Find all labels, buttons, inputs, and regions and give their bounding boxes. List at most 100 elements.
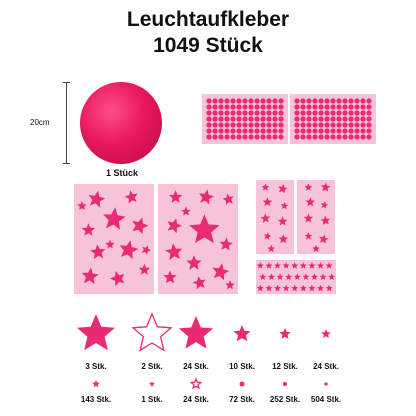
large-star-icon xyxy=(74,312,118,356)
dot-shape xyxy=(283,382,287,386)
star-shape xyxy=(320,201,329,209)
star-shape xyxy=(276,273,284,280)
star-shape xyxy=(233,325,251,342)
dimension-cap-bottom xyxy=(63,163,70,164)
legend-count-label: 2 Stk. xyxy=(141,362,163,371)
star-shape xyxy=(308,284,316,292)
small-star-sheet-2 xyxy=(297,180,335,254)
page-title-line2: 1049 Stück xyxy=(153,34,263,57)
star-shape xyxy=(325,284,333,292)
moon-count-label: 1 Stück xyxy=(105,168,138,178)
star-shape xyxy=(299,284,307,292)
star-shape xyxy=(256,284,264,292)
star-shape xyxy=(317,284,324,292)
legend-count-label: 12 Stk. xyxy=(272,362,298,371)
star-shape xyxy=(319,273,327,280)
star-shape xyxy=(311,273,318,280)
star-shape xyxy=(268,273,275,280)
small-star-icon xyxy=(74,362,118,406)
star-shape xyxy=(293,273,301,280)
star-shape xyxy=(325,262,333,269)
star-shape xyxy=(303,213,314,223)
star-shape xyxy=(262,197,273,207)
small-star-icon xyxy=(220,312,264,356)
star-shape xyxy=(265,262,273,269)
legend-count-label: 143 Stk. xyxy=(80,395,112,404)
dot-sheet-right xyxy=(290,94,376,144)
star-shape xyxy=(189,377,203,390)
legend-count-label: 252 Stk. xyxy=(269,395,301,404)
star-shape xyxy=(163,270,177,284)
star-shape xyxy=(328,273,336,280)
legend-count-label: 24 Stk. xyxy=(313,362,339,371)
dot-icon xyxy=(263,362,307,406)
star-shape xyxy=(274,262,281,269)
star-shape xyxy=(178,316,214,349)
star-shape xyxy=(320,182,331,192)
small-star-sheet-3 xyxy=(256,260,336,294)
star-shape xyxy=(263,232,272,240)
star-shape xyxy=(259,273,267,280)
legend-count-label: 3 Stk. xyxy=(85,362,107,371)
star-shape xyxy=(141,245,151,255)
star-shape xyxy=(222,193,234,205)
page-title-line1: Leuchtaufkleber xyxy=(126,8,290,31)
star-shape xyxy=(321,329,331,338)
medium-star-icon xyxy=(174,312,218,356)
star-shape xyxy=(282,262,290,269)
star-shape xyxy=(278,234,289,244)
star-shape xyxy=(305,197,316,207)
star-shape xyxy=(168,190,183,203)
star-shape xyxy=(312,244,320,253)
star-shape xyxy=(285,273,293,280)
star-shape xyxy=(90,244,106,260)
star-shape xyxy=(320,215,331,225)
star-shape xyxy=(278,184,288,194)
star-shape xyxy=(103,207,126,230)
outline-star-icon xyxy=(174,362,218,406)
star-shape xyxy=(319,234,329,244)
star-shape xyxy=(279,328,291,339)
star-shape xyxy=(280,201,289,210)
star-shape xyxy=(189,214,220,244)
star-shape xyxy=(165,243,183,260)
tiny-star-icon xyxy=(304,312,348,356)
star-shape xyxy=(124,190,138,204)
star-shape xyxy=(212,263,230,281)
star-shape xyxy=(261,183,270,191)
dot-shape xyxy=(239,381,245,387)
star-shape xyxy=(317,262,324,269)
star-shape xyxy=(110,271,125,287)
star-shape xyxy=(88,190,106,208)
star-shape xyxy=(77,314,115,351)
star-shape xyxy=(225,280,235,290)
star-shape xyxy=(277,216,288,226)
star-shape xyxy=(81,267,99,285)
dimension-cap-top xyxy=(63,82,70,83)
star-shape xyxy=(299,262,307,269)
tiny-star-icon xyxy=(130,362,174,406)
legend-count-label: 72 Stk. xyxy=(229,395,255,404)
star-shape xyxy=(167,218,182,234)
star-shape xyxy=(186,255,202,270)
star-shape xyxy=(219,237,233,251)
star-shape xyxy=(308,262,316,269)
star-shape xyxy=(119,240,139,260)
star-shape xyxy=(291,262,299,269)
star-shape xyxy=(267,244,275,253)
star-sheet-2 xyxy=(158,184,238,294)
moon-size-label: 20cm xyxy=(30,118,50,127)
small-star-sheet-1 xyxy=(256,180,294,254)
star-shape xyxy=(81,223,96,236)
mini-star-icon xyxy=(263,312,307,356)
dot-sheet-left xyxy=(202,94,288,144)
legend-count-label: 504 Stk. xyxy=(310,395,342,404)
dot-icon xyxy=(304,362,348,406)
star-shape xyxy=(131,312,173,352)
star-shape xyxy=(132,217,149,235)
legend-count-label: 10 Stk. xyxy=(229,362,255,371)
star-shape xyxy=(304,232,313,240)
dot-icon xyxy=(220,362,264,406)
moon-sticker xyxy=(80,82,162,164)
star-shape xyxy=(149,381,155,387)
